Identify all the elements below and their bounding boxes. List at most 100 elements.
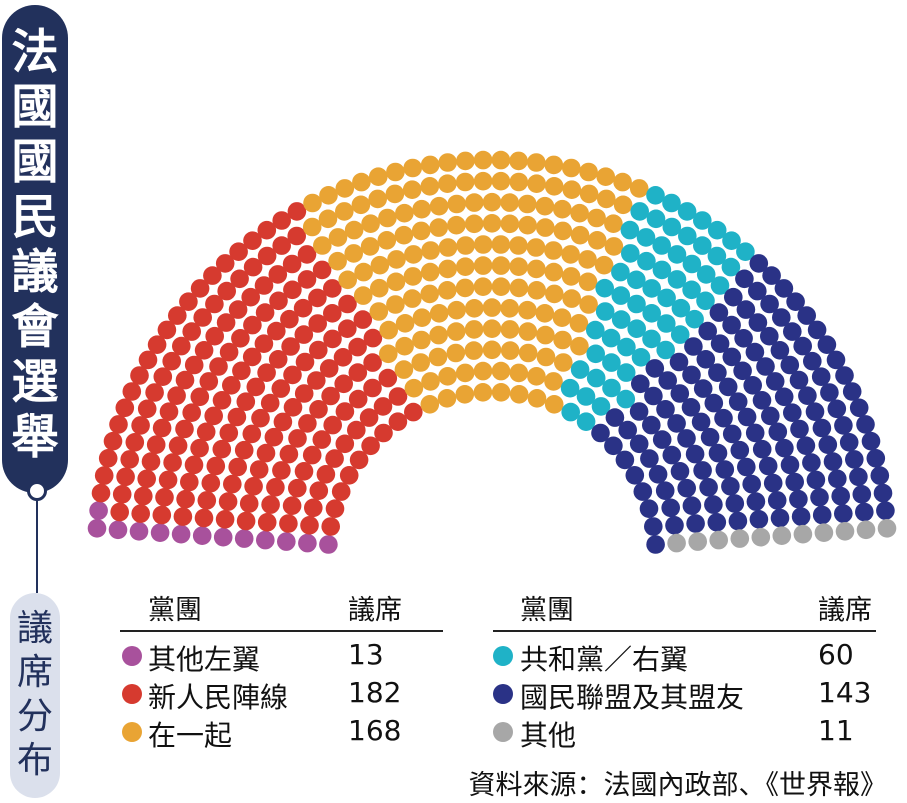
seat-dot <box>176 489 195 509</box>
seat-dot <box>239 494 259 513</box>
seat-dot <box>714 408 733 428</box>
seat-dot <box>141 452 161 471</box>
seat-dot <box>839 433 859 452</box>
seat-dot <box>671 298 691 318</box>
seat-dot <box>254 334 274 354</box>
seat-dot <box>693 461 712 480</box>
seat-dot <box>98 449 118 468</box>
seat-dot <box>257 363 276 383</box>
seat-dot <box>482 214 502 233</box>
seat-dot <box>150 523 170 542</box>
seat-dot <box>297 270 317 289</box>
seat-dot <box>536 218 555 237</box>
seat-dot <box>112 485 132 504</box>
seat-dot <box>338 270 358 290</box>
seat-dot <box>388 412 408 432</box>
seat-dot <box>172 336 191 356</box>
seat-dot <box>255 303 275 322</box>
seat-dot <box>721 477 740 496</box>
seat-dot <box>162 351 181 371</box>
seat-dot <box>323 415 343 435</box>
seat-dot <box>328 251 347 271</box>
seat-dot <box>648 465 668 484</box>
seat-dot <box>544 372 563 391</box>
seat-dot <box>197 491 217 510</box>
seat-dot <box>455 172 475 192</box>
seat-dot <box>260 393 280 413</box>
seat-dot <box>491 256 511 275</box>
seat-dot <box>645 359 665 378</box>
seat-dot <box>802 453 821 472</box>
seat-dot <box>184 455 204 475</box>
seat-dot <box>707 246 727 266</box>
seat-dot <box>473 235 493 254</box>
seat-dot <box>294 325 314 344</box>
seat-dot <box>347 420 366 440</box>
seat-dot <box>761 406 780 426</box>
seat-dot <box>163 453 182 472</box>
seat-dot <box>465 299 484 318</box>
seat-dot <box>745 423 765 443</box>
seat-dot <box>709 530 728 550</box>
seat-dot <box>125 433 145 452</box>
legend-dot-others <box>493 722 513 742</box>
seat-dot <box>404 378 424 398</box>
seat-dot <box>509 172 529 192</box>
seat-dot <box>509 385 529 404</box>
seat-dot <box>209 357 228 376</box>
seat-dot <box>361 214 380 233</box>
seat-dot <box>596 167 615 186</box>
seat-dot <box>403 158 423 178</box>
seat-dot <box>271 379 291 398</box>
seat-dot <box>682 280 701 300</box>
seat-dot <box>644 517 663 536</box>
legend-header-party-right: 黨團 <box>520 595 574 626</box>
seat-dot <box>231 329 250 348</box>
seat-dot <box>636 228 656 247</box>
seat-dot <box>783 322 802 341</box>
seat-dot <box>709 303 729 322</box>
seat-dot <box>277 532 296 551</box>
seat-dot <box>206 456 226 476</box>
seat-dot <box>500 320 520 339</box>
seat-dot <box>438 367 457 386</box>
seat-dot <box>627 294 646 314</box>
seat-dot <box>283 280 302 300</box>
seat-dot <box>335 202 354 221</box>
legend-value-others: 11 <box>818 714 854 747</box>
seat-dot <box>146 435 166 455</box>
seat-dot <box>545 284 564 304</box>
seat-dot <box>856 415 875 434</box>
seat-dot <box>261 495 280 514</box>
seat-dot <box>180 472 199 492</box>
seat-dot <box>456 257 475 277</box>
seat-dot <box>710 334 730 354</box>
seat-dot <box>218 492 238 511</box>
seat-dot <box>338 294 357 314</box>
seat-dot <box>527 367 546 386</box>
seat-dot <box>620 220 640 240</box>
seat-dot <box>742 474 761 494</box>
seat-dot <box>535 196 555 216</box>
seat-dot <box>312 260 332 280</box>
seat-dot <box>527 174 546 193</box>
seat-dot <box>158 470 178 490</box>
seat-dot <box>438 259 458 279</box>
seat-dot <box>302 445 322 465</box>
legend-label-new-popular-front: 新人民陣線 <box>148 681 289 714</box>
seat-dot <box>217 281 236 301</box>
seat-dot <box>455 363 475 383</box>
seat-dot <box>688 532 707 551</box>
seat-dot <box>212 391 232 410</box>
seat-dot <box>491 277 511 297</box>
seat-dot <box>749 254 769 273</box>
seat-dot <box>737 407 757 427</box>
seat-dot <box>308 314 328 333</box>
seat-dot <box>656 400 675 419</box>
seat-dot <box>328 228 348 247</box>
seat-dot <box>386 295 405 314</box>
seat-dot <box>518 194 537 214</box>
seat-dot <box>294 384 314 403</box>
seat-dot <box>190 387 210 407</box>
